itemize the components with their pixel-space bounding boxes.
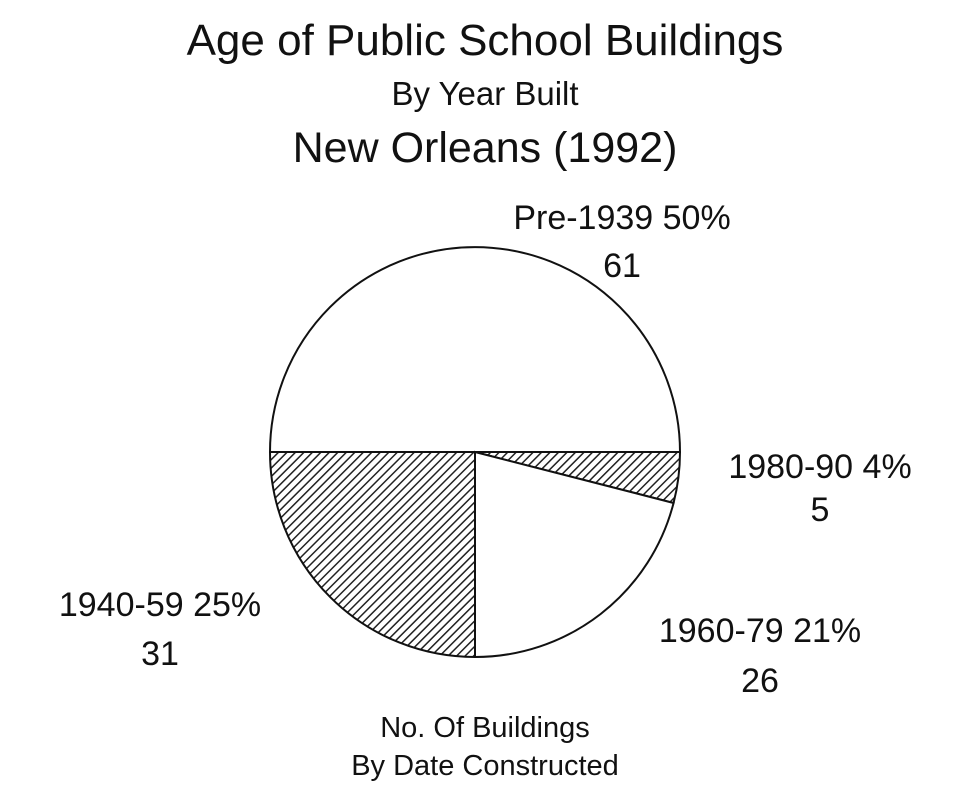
footnote-line-2: By Date Constructed — [351, 750, 619, 782]
slice-count-label: 31 — [141, 635, 179, 673]
pie-slice-pre-1939 — [268, 246, 682, 453]
chart-subtitle: By Year Built — [391, 75, 579, 112]
chart-subtitle-location: New Orleans (1992) — [292, 124, 678, 172]
slice-count-label: 5 — [811, 491, 830, 529]
slice-label: Pre-1939 50% — [513, 199, 730, 237]
slice-count-label: 61 — [603, 247, 641, 285]
slice-count-label: 26 — [741, 662, 779, 700]
footnote-line-1: No. Of Buildings — [380, 712, 590, 744]
slice-label: 1940-59 25% — [59, 586, 261, 624]
chart-title: Age of Public School Buildings — [186, 16, 784, 65]
pie-slice-1960-79 — [474, 450, 675, 659]
slice-label: 1960-79 21% — [659, 612, 861, 650]
pie-slice-1940-59 — [268, 451, 476, 659]
slice-label: 1980-90 4% — [728, 448, 911, 486]
